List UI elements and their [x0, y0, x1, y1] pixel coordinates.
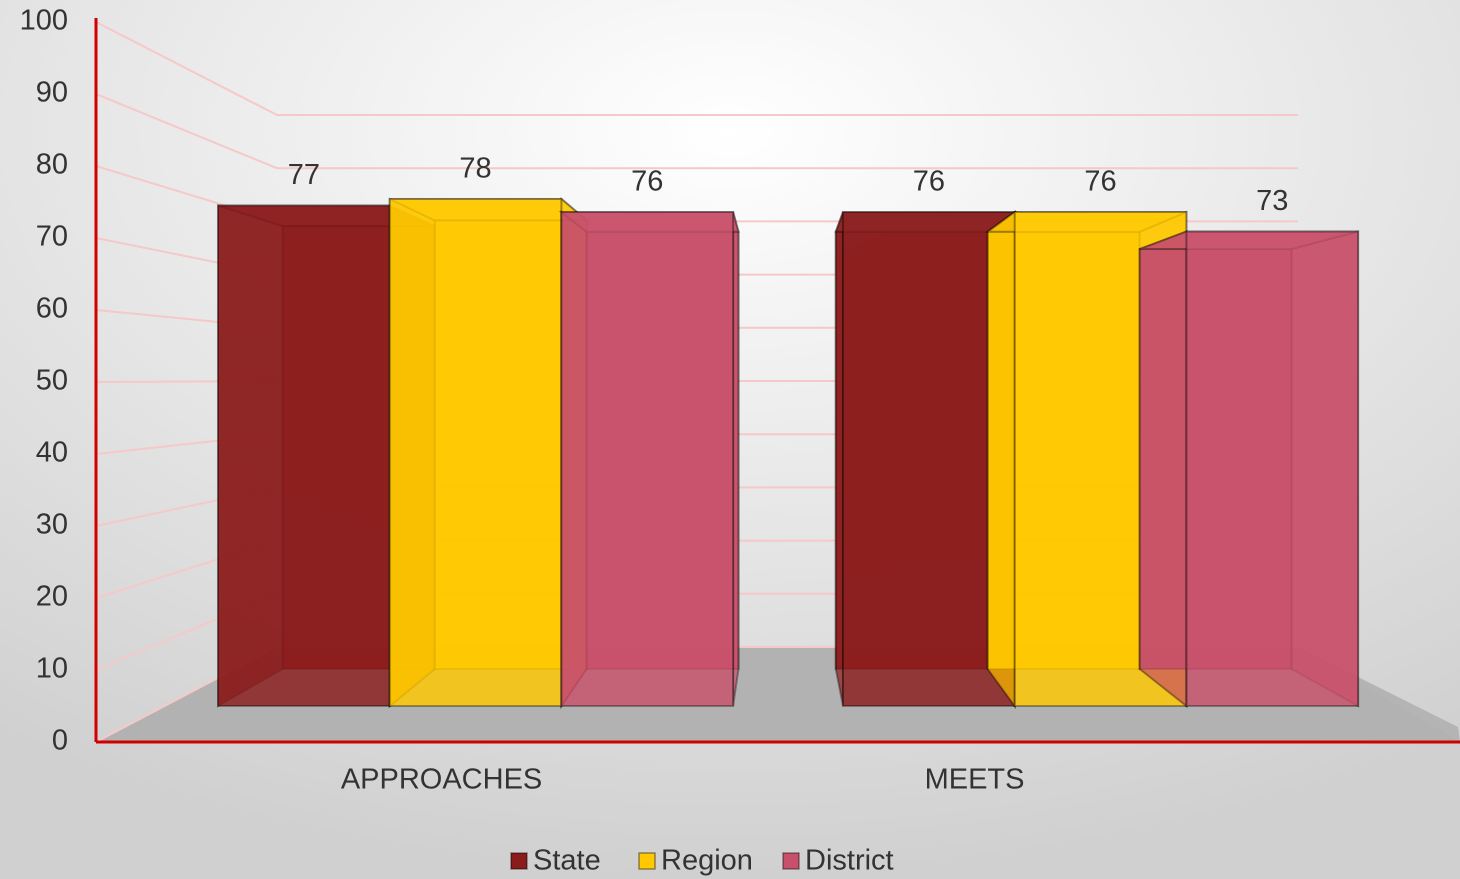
data-label: 76	[631, 166, 663, 198]
y-tick-label: 70	[36, 221, 68, 253]
legend-swatch	[510, 852, 528, 870]
y-tick-label: 30	[36, 509, 68, 541]
data-label: 76	[1084, 166, 1116, 198]
legend-swatch	[638, 852, 656, 870]
data-label: 78	[459, 153, 491, 185]
data-label: 77	[288, 159, 320, 191]
side-grid-line	[95, 93, 278, 170]
y-tick-label: 0	[52, 725, 68, 757]
legend-swatch	[782, 852, 800, 870]
bar-side	[1138, 230, 1188, 709]
bar	[388, 198, 563, 707]
y-tick-label: 90	[36, 77, 68, 109]
y-tick-label: 50	[36, 365, 68, 397]
y-tick-label: 80	[36, 149, 68, 181]
y-tick-label: 20	[36, 581, 68, 613]
y-tick-label: 10	[36, 653, 68, 685]
side-grid-line	[95, 21, 278, 116]
bar	[842, 211, 1016, 707]
x-tick-label: MEETS	[925, 764, 1025, 796]
bar	[217, 204, 391, 707]
bar	[1185, 230, 1360, 707]
y-tick-label: 40	[36, 437, 68, 469]
legend-label: District	[805, 845, 894, 877]
bar-side	[986, 210, 1016, 710]
bar-side	[834, 211, 844, 707]
y-tick-label: 100	[20, 5, 68, 37]
legend-label: Region	[661, 845, 753, 877]
y-tick-label: 60	[36, 293, 68, 325]
legend-label: State	[533, 845, 601, 877]
x-tick-label: APPROACHES	[341, 764, 542, 796]
bar	[560, 211, 735, 707]
data-label: 76	[913, 166, 945, 198]
data-label: 73	[1256, 185, 1288, 217]
